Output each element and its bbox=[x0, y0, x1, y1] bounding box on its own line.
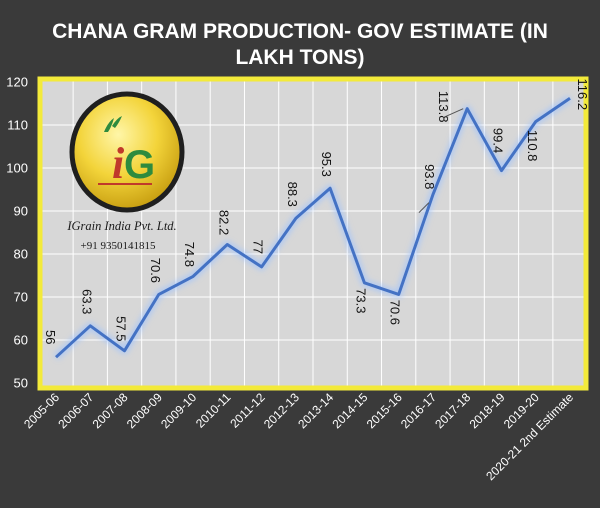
logo-letter-i: i bbox=[112, 139, 125, 188]
y-tick-label: 90 bbox=[14, 204, 28, 219]
igrain-logo: i G IGrain India Pvt. Ltd. +91 935014181… bbox=[66, 91, 185, 252]
chart-title-line-1: CHANA GRAM PRODUCTION- GOV ESTIMATE (IN bbox=[52, 20, 548, 43]
x-tick-label: 2014-15 bbox=[329, 390, 370, 431]
data-label: 70.6 bbox=[388, 300, 403, 325]
data-label: 57.5 bbox=[114, 316, 129, 341]
x-tick-label: 2011-12 bbox=[227, 390, 268, 431]
data-label: 82.2 bbox=[216, 210, 231, 235]
y-tick-label: 110 bbox=[7, 118, 28, 133]
y-tick-label: 60 bbox=[14, 333, 28, 348]
data-label: 99.4 bbox=[491, 128, 506, 153]
data-label: 93.8 bbox=[422, 164, 437, 189]
x-tick-label: 2010-11 bbox=[193, 390, 234, 431]
y-tick-label: 120 bbox=[6, 75, 28, 90]
y-tick-label: 70 bbox=[14, 290, 28, 305]
data-label: 56 bbox=[43, 330, 58, 344]
y-tick-label: 100 bbox=[6, 161, 28, 176]
data-label: 113.8 bbox=[436, 91, 451, 123]
data-label: 63.3 bbox=[79, 289, 94, 314]
logo-phone-text: +91 9350141815 bbox=[81, 240, 156, 252]
chart-title-line-2: LAKH TONS) bbox=[235, 46, 364, 69]
data-labels: 56 63.3 57.5 70.6 74.8 82.2 77 88.3 95.3 73.3 70.6… bbox=[43, 79, 590, 345]
logo-brand-text: IGrain India Pvt. Ltd. bbox=[66, 219, 176, 233]
data-label: 74.8 bbox=[182, 242, 197, 267]
data-label: 110.8 bbox=[525, 130, 540, 162]
data-label: 95.3 bbox=[319, 152, 334, 177]
series-line bbox=[54, 97, 571, 359]
x-tick-label: 2008-09 bbox=[124, 390, 165, 431]
y-axis-ticks: 50 60 70 80 90 100 110 120 bbox=[6, 75, 28, 391]
x-tick-label: 2015-16 bbox=[364, 390, 405, 431]
logo-badge bbox=[69, 91, 185, 213]
plot-frame bbox=[37, 76, 589, 391]
wheat-icon bbox=[104, 116, 122, 132]
x-tick-label: 2006-07 bbox=[55, 390, 96, 431]
callout-leader bbox=[418, 202, 430, 214]
x-tick-label: 2013-14 bbox=[295, 390, 336, 431]
data-label: 116.2 bbox=[575, 79, 590, 111]
logo-letter-g: G bbox=[124, 143, 155, 187]
x-tick-label: 2007-08 bbox=[90, 390, 131, 431]
data-label: 77 bbox=[251, 240, 266, 254]
x-tick-label: 2017-18 bbox=[432, 390, 473, 431]
callout-leader bbox=[444, 108, 464, 118]
data-label: 73.3 bbox=[353, 288, 368, 313]
x-tick-label: 2018-19 bbox=[467, 390, 508, 431]
data-label: 70.6 bbox=[148, 258, 163, 283]
y-tick-label: 50 bbox=[14, 376, 28, 391]
x-axis-ticks: 2005-062006-072007-082008-092009-102010-… bbox=[21, 390, 576, 483]
data-label: 88.3 bbox=[285, 182, 300, 207]
series-line-group bbox=[53, 95, 572, 360]
x-tick-label: 2012-13 bbox=[261, 390, 302, 431]
y-tick-label: 80 bbox=[14, 247, 28, 262]
x-tick-label: 2009-10 bbox=[158, 390, 199, 431]
x-tick-label: 2016-17 bbox=[398, 390, 439, 431]
x-tick-label: 2005-06 bbox=[21, 390, 62, 431]
